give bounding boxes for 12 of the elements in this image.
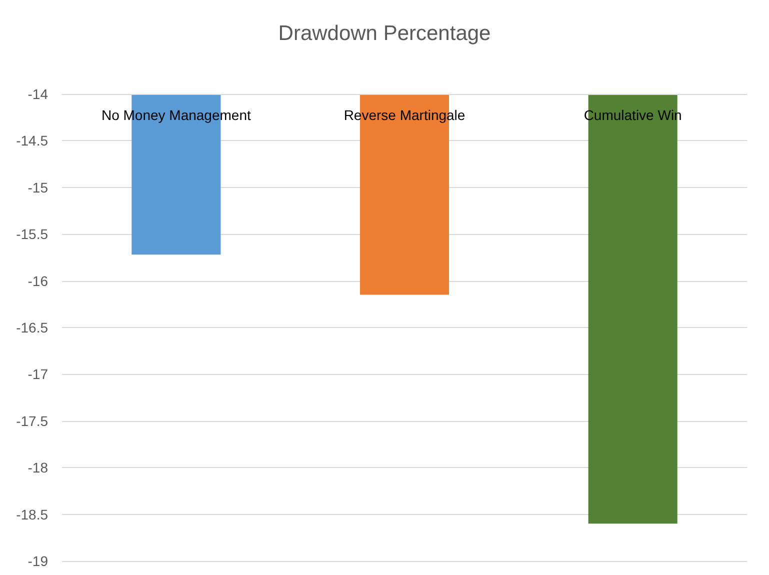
y-tick-label: -14 [28,86,48,102]
chart-title: Drawdown Percentage [278,22,491,45]
y-tick-label: -16.5 [16,320,48,336]
y-tick-label: -17.5 [16,412,48,429]
y-tick-label: -15 [28,179,48,196]
y-tick-label: -17 [28,366,48,382]
y-tick-label: -15.5 [16,226,48,242]
y-tick-label: -19 [28,553,48,569]
y-tick-label: -18.5 [16,506,48,522]
y-tick-label: -18 [28,460,48,476]
y-tick-label: -16 [28,272,48,289]
y-tick-label: -14.5 [16,132,48,149]
